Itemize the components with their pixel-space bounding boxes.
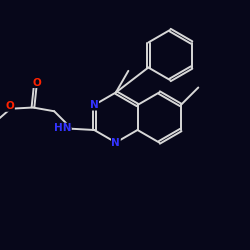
Text: N: N	[112, 138, 120, 147]
Text: O: O	[32, 78, 41, 88]
Text: O: O	[6, 101, 14, 111]
Text: HN: HN	[54, 123, 71, 133]
Text: N: N	[90, 100, 98, 110]
